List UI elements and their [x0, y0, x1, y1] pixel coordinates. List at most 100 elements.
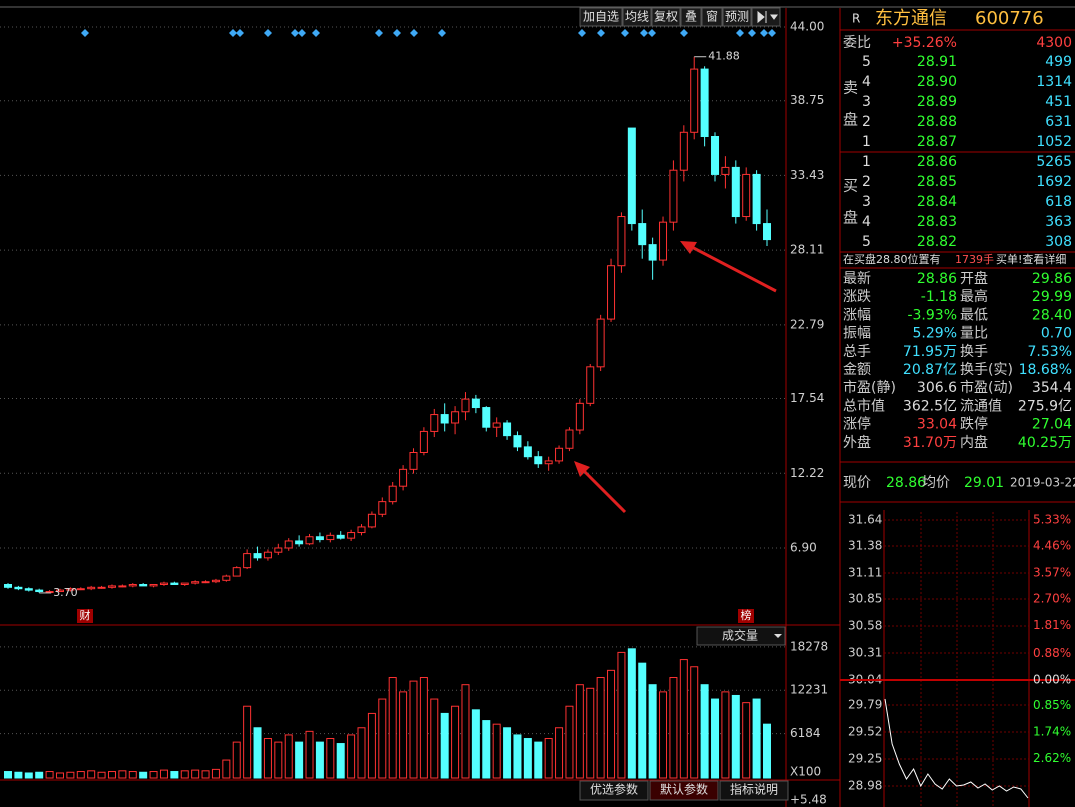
- volume-bar: [243, 705, 252, 779]
- candle-body: [419, 430, 428, 453]
- y2-tick-label: 2.62%: [1033, 751, 1071, 765]
- y-tick-label: 44.00: [790, 19, 824, 33]
- y-tick-label: 6.90: [790, 540, 817, 554]
- tab[interactable]: [649, 780, 719, 801]
- y-tick-label: 30.31: [848, 646, 882, 660]
- candle-body: [669, 169, 678, 223]
- volume-bar: [211, 768, 220, 779]
- stat-value: 28.40: [1032, 307, 1072, 323]
- volume-bar: [627, 648, 636, 779]
- y-tick-label: 31.64: [848, 513, 882, 527]
- y-tick-label: 12.22: [790, 466, 824, 480]
- volume-bar: [367, 712, 376, 779]
- toolbar-icon-glyph[interactable]: [757, 10, 778, 24]
- y-tick-label: 31.11: [848, 566, 882, 580]
- stat-label: 内盘: [960, 434, 988, 451]
- candle-body: [731, 166, 740, 218]
- y-tick-label: 28.98: [848, 779, 882, 793]
- volume-bar: [419, 677, 428, 779]
- notice-link[interactable]: 买单!查看详细: [996, 252, 1066, 266]
- volume-bar: [617, 651, 626, 779]
- stat-label: 市盈(静): [843, 379, 896, 396]
- candle-body: [315, 536, 324, 541]
- volume-bar: [523, 738, 532, 779]
- book-side-label: 卖: [843, 79, 858, 97]
- stat-value: 306.6: [917, 380, 957, 396]
- volume-bar: [232, 741, 241, 779]
- stat-label: 涨跌: [843, 289, 871, 305]
- book-level: 3: [862, 194, 871, 210]
- toolbar-label[interactable]: 加自选: [583, 10, 619, 24]
- candle-body: [659, 221, 668, 261]
- toolbar-label[interactable]: 预测: [725, 10, 749, 24]
- candle-body: [14, 586, 23, 590]
- volume-bar: [388, 677, 397, 779]
- summary-item: 29.01: [964, 475, 1004, 491]
- volume-bar: [76, 771, 85, 779]
- stat-value: 29.86: [1032, 271, 1072, 287]
- summary-item: 2019-03-22: [1010, 476, 1075, 490]
- toolbar-label[interactable]: 复权: [654, 10, 678, 24]
- stat-label: 开盘: [960, 270, 988, 287]
- toolbar-label[interactable]: 窗: [706, 10, 718, 24]
- volume-bar: [596, 677, 605, 779]
- toolbar-label[interactable]: 叠: [685, 10, 697, 24]
- volume-bar: [482, 720, 491, 779]
- tab-label[interactable]: 优选参数: [590, 782, 638, 797]
- toolbar-button[interactable]: [622, 7, 652, 27]
- stat-value: 7.53%: [1028, 344, 1072, 360]
- candle-body: [534, 456, 543, 465]
- volume-bar: [721, 691, 730, 779]
- event-marker: [298, 29, 306, 37]
- volume-bar: [159, 769, 168, 779]
- volume-bar: [170, 771, 179, 779]
- candle-body: [399, 468, 408, 487]
- volume-bar: [4, 771, 12, 779]
- book-price: 28.90: [917, 74, 957, 90]
- toolbar-button[interactable]: [722, 7, 752, 27]
- volume-bar: [305, 730, 314, 779]
- volume-footer: +5.48: [790, 793, 827, 807]
- tab[interactable]: [579, 780, 649, 801]
- event-marker: [438, 29, 446, 37]
- notice-text: 在买盘28.80位置有: [843, 252, 941, 266]
- volume-bar: [742, 702, 751, 779]
- volume-bar: [638, 662, 647, 779]
- stat-label: 外盘: [843, 434, 871, 451]
- event-badge: [77, 609, 93, 623]
- candle-body: [555, 447, 564, 462]
- event-marker: [229, 29, 237, 37]
- toolbar-label[interactable]: 均线: [625, 10, 649, 24]
- volume-bar: [461, 684, 470, 779]
- book-volume: 451: [1045, 94, 1072, 110]
- toolbar-button[interactable]: [701, 7, 723, 27]
- volume-bar: [139, 771, 148, 779]
- volume-bar: [607, 669, 616, 779]
- book-level: 3: [862, 94, 871, 110]
- tab-label[interactable]: 指标说明: [730, 782, 778, 797]
- book-price: 28.91: [917, 54, 957, 70]
- y2-tick-label: 1.74%: [1033, 725, 1071, 739]
- indicator-title[interactable]: 成交量: [722, 628, 758, 643]
- volume-bar: [149, 771, 158, 779]
- candle-body: [721, 166, 730, 175]
- stat-value: 29.99: [1032, 289, 1072, 305]
- tab-label[interactable]: 默认参数: [660, 782, 708, 797]
- toolbar-button[interactable]: [651, 7, 681, 27]
- arrow-head: [574, 461, 590, 477]
- volume-bar: [471, 709, 480, 779]
- indicator-select[interactable]: [696, 626, 786, 646]
- volume-bar: [97, 771, 106, 779]
- toolbar-button[interactable]: [680, 7, 702, 27]
- volume-bar: [128, 771, 137, 779]
- annotation-arrow: [578, 465, 627, 514]
- stat-value: 354.4: [1032, 380, 1072, 396]
- tab[interactable]: [719, 780, 789, 801]
- y2-tick-label: 0.85%: [1033, 698, 1071, 712]
- dropdown-arrow[interactable]: [774, 634, 782, 638]
- stat-value: 27.04: [1032, 417, 1072, 433]
- toolbar-button[interactable]: [579, 7, 623, 27]
- candle-body: [222, 575, 231, 581]
- volume-bar: [201, 770, 210, 779]
